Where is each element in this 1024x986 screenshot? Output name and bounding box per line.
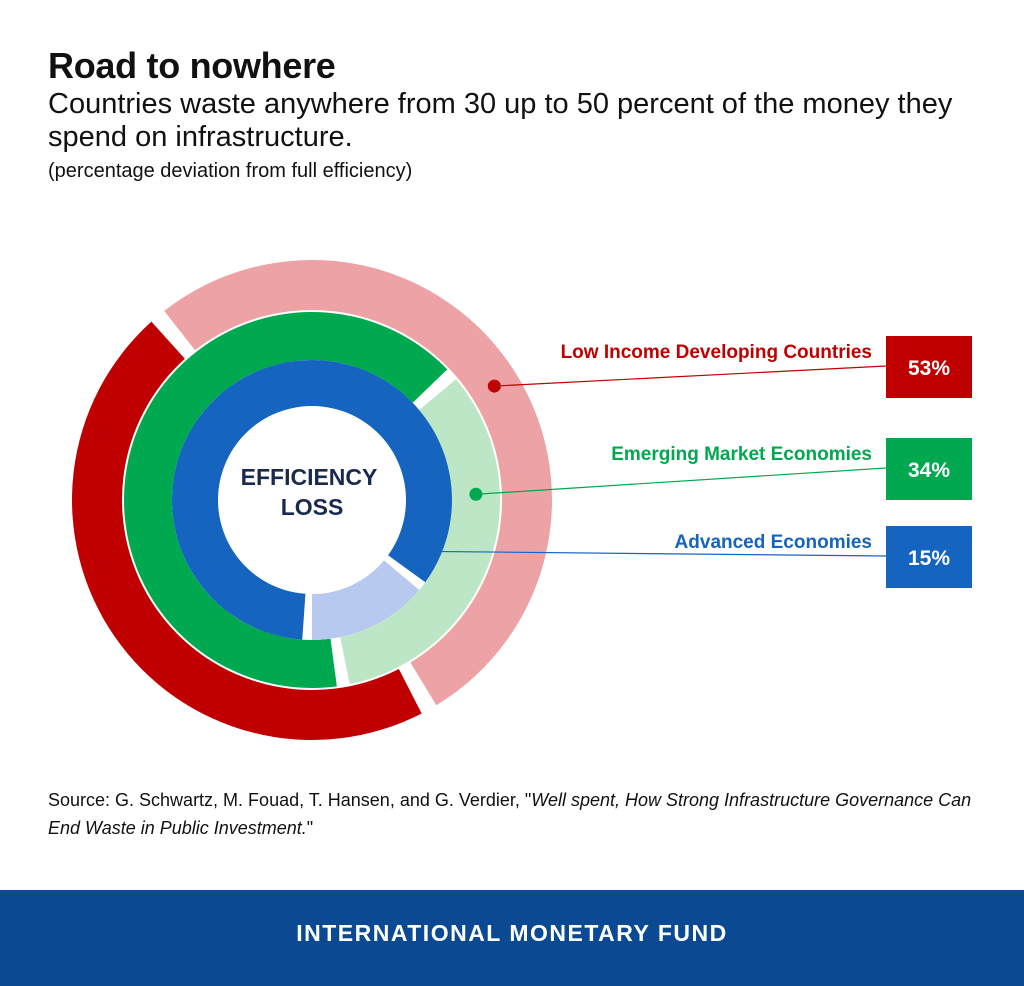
source-note: Source: G. Schwartz, M. Fouad, T. Hansen… <box>48 786 988 842</box>
footer-brand: INTERNATIONAL MONETARY FUND <box>296 920 728 946</box>
chart-title: Road to nowhere <box>48 45 336 86</box>
source-prefix: Source: G. Schwartz, M. Fouad, T. Hansen… <box>48 790 532 810</box>
series-name-label-0: Low Income Developing Countries <box>561 342 872 363</box>
ring-main-segment-1 <box>123 311 448 688</box>
ring-loss-segment-2 <box>312 560 420 640</box>
center-label: EFFICIENCY LOSS <box>241 464 384 520</box>
value-box-0 <box>886 336 972 398</box>
value-box-1 <box>886 438 972 500</box>
value-label-1: 34% <box>908 459 950 482</box>
source-suffix: " <box>306 818 314 838</box>
callout-dot-1 <box>469 487 483 501</box>
chart-subtitle: Countries waste anywhere from 30 up to 5… <box>48 88 953 153</box>
callout-dot-0 <box>487 379 501 393</box>
ring-main-segment-2 <box>171 360 453 640</box>
footer-bar: INTERNATIONAL MONETARY FUND <box>0 890 1024 986</box>
series-name-label-2: Advanced Economies <box>675 532 872 553</box>
callout-line-2 <box>417 550 887 557</box>
ring-loss-segment-0 <box>164 260 552 706</box>
ring-loss-segment-1 <box>340 379 500 685</box>
center-label-line2: LOSS <box>281 494 344 520</box>
value-box-2 <box>886 526 972 588</box>
value-label-2: 15% <box>908 547 950 570</box>
center-label-line1: EFFICIENCY <box>241 464 377 490</box>
series-name-label-1: Emerging Market Economies <box>611 444 872 465</box>
callout-line-0 <box>494 365 887 387</box>
unit-note: (percentage deviation from full efficien… <box>48 160 413 182</box>
callout-dot-2 <box>410 544 424 558</box>
ring-main-segment-0 <box>71 321 422 740</box>
value-label-0: 53% <box>908 357 950 380</box>
callout-line-1 <box>475 467 887 495</box>
source-title: Well spent, How Strong Infrastructure Go… <box>48 790 972 838</box>
